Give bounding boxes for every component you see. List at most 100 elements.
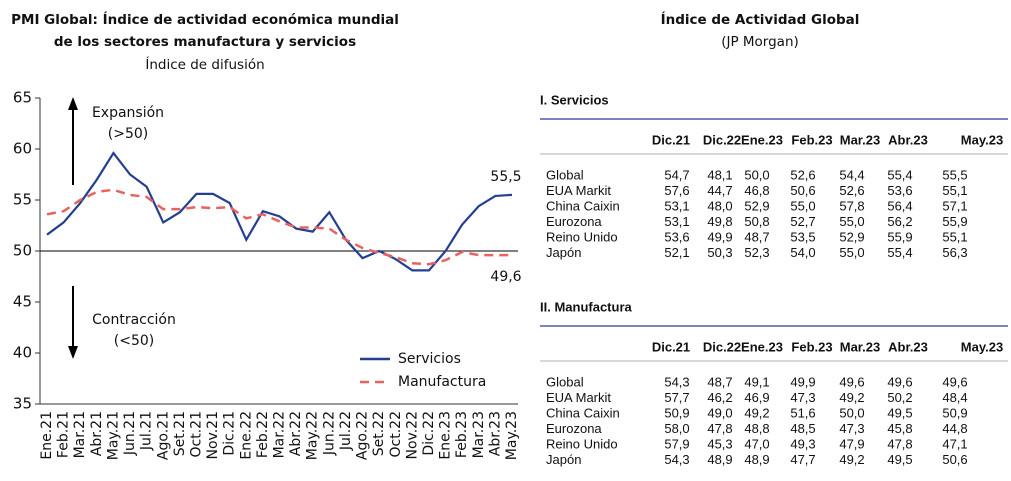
table-cell: 45,3 [707,436,732,451]
y-tick-label: 65 [13,89,32,107]
table-cell: 48,8 [744,421,769,436]
x-tick-label: Feb.23 [454,411,470,458]
table-cell: 55,4 [887,167,912,182]
table-cell: 49,3 [790,436,815,451]
table-cell: 50,6 [790,183,815,198]
x-tick-label: Ene.21 [39,411,55,460]
series-line [46,151,513,272]
row-label: Reino Unido [546,436,618,451]
annotation: Expansión [92,105,164,121]
row-label: Eurozona [546,421,602,436]
column-header: Dic.21 [652,132,690,147]
annotation: (>50) [108,126,148,142]
table-cell: 55,9 [887,229,912,244]
table-cell: 52,9 [839,229,864,244]
table-title: II. Manufactura [540,299,633,314]
row-label: Japón [546,245,581,260]
table-cell: 49,6 [839,374,864,389]
table-cell: 52,6 [839,183,864,198]
column-header: Feb.23 [791,132,832,147]
table-cell: 52,9 [744,198,769,213]
x-tick-label: Abr.23 [487,411,503,456]
table-cell: 47,7 [790,452,815,467]
table-title: I. Servicios [540,92,609,107]
x-tick-label: Mar.21 [72,411,88,458]
table-cell: 49,1 [744,374,769,389]
table-cell: 52,6 [790,167,815,182]
table-cell: 57,8 [839,198,864,213]
data-label: 49,6 [490,269,521,285]
table-cell: 47,3 [839,421,864,436]
table-cell: 58,0 [664,421,689,436]
row-label: Japón [546,452,581,467]
y-tick-label: 60 [13,140,32,158]
x-tick-label: Feb.22 [255,411,271,458]
table-cell: 51,6 [790,405,815,420]
table-cell: 49,5 [887,405,912,420]
row-label: China Caixin [546,198,620,213]
table-cell: 52,7 [790,214,815,229]
series-line [46,188,512,266]
table-cell: 48,0 [707,198,732,213]
x-tick-label: May.22 [305,411,321,460]
table-cell: 47,0 [744,436,769,451]
x-tick-label: Nov.21 [205,411,221,460]
column-header: Mar.23 [840,339,880,354]
table-cell: 54,3 [664,374,689,389]
table-cell: 49,5 [887,452,912,467]
arrow-head [68,346,78,359]
data-label: 55,5 [490,169,521,185]
table-cell: 55,0 [839,245,864,260]
table-cell: 50,2 [887,390,912,405]
table-cell: 53,5 [790,229,815,244]
chart-title: de los sectores manufactura y servicios [54,34,356,50]
x-tick-label: Jul.21 [139,411,155,451]
table-cell: 55,4 [887,245,912,260]
row-label: Global [546,374,584,389]
x-tick-label: Ene.22 [238,411,254,460]
row-label: Global [546,167,584,182]
column-header: Dic.22 [703,339,741,354]
table-cell: 47,3 [790,390,815,405]
table-cell: 44,7 [707,183,732,198]
column-header: May.23 [961,339,1003,354]
x-tick-label: Mar.23 [471,411,487,458]
y-tick-label: 35 [13,395,32,413]
table-cell: 56,4 [887,198,912,213]
table-cell: 44,8 [942,421,967,436]
x-tick-label: Abr.21 [89,411,105,456]
table-cell: 52,1 [664,245,689,260]
table-cell: 48,7 [707,374,732,389]
table-cell: 49,2 [744,405,769,420]
x-tick-label: Feb.21 [56,411,72,458]
tables-title: Índice de Actividad Global [661,11,860,28]
chart-subtitle: Índice de difusión [145,56,264,73]
row-label: China Caixin [546,405,620,420]
table-cell: 49,8 [707,214,732,229]
table-cell: 50,9 [942,405,967,420]
table-cell: 55,1 [942,229,967,244]
table-cell: 46,9 [744,390,769,405]
table-cell: 48,7 [744,229,769,244]
table-cell: 50,8 [744,214,769,229]
x-tick-label: May.23 [504,411,520,460]
table-cell: 48,5 [790,421,815,436]
row-label: EUA Markit [546,183,611,198]
table-cell: 49,0 [707,405,732,420]
table-cell: 49,9 [790,374,815,389]
table-cell: 53,1 [664,214,689,229]
column-header: Feb.23 [791,339,832,354]
table-cell: 57,7 [664,390,689,405]
table-cell: 45,8 [887,421,912,436]
x-tick-label: Ago.21 [155,411,171,460]
table-cell: 56,2 [887,214,912,229]
table-cell: 54,7 [664,167,689,182]
table-cell: 54,0 [790,245,815,260]
chart-title: PMI Global: Índice de actividad económic… [11,11,399,28]
table-cell: 54,4 [839,167,864,182]
x-tick-label: Set.22 [371,411,387,456]
annotation: (<50) [114,333,154,349]
x-tick-label: Oct.21 [188,411,204,457]
table-cell: 54,3 [664,452,689,467]
